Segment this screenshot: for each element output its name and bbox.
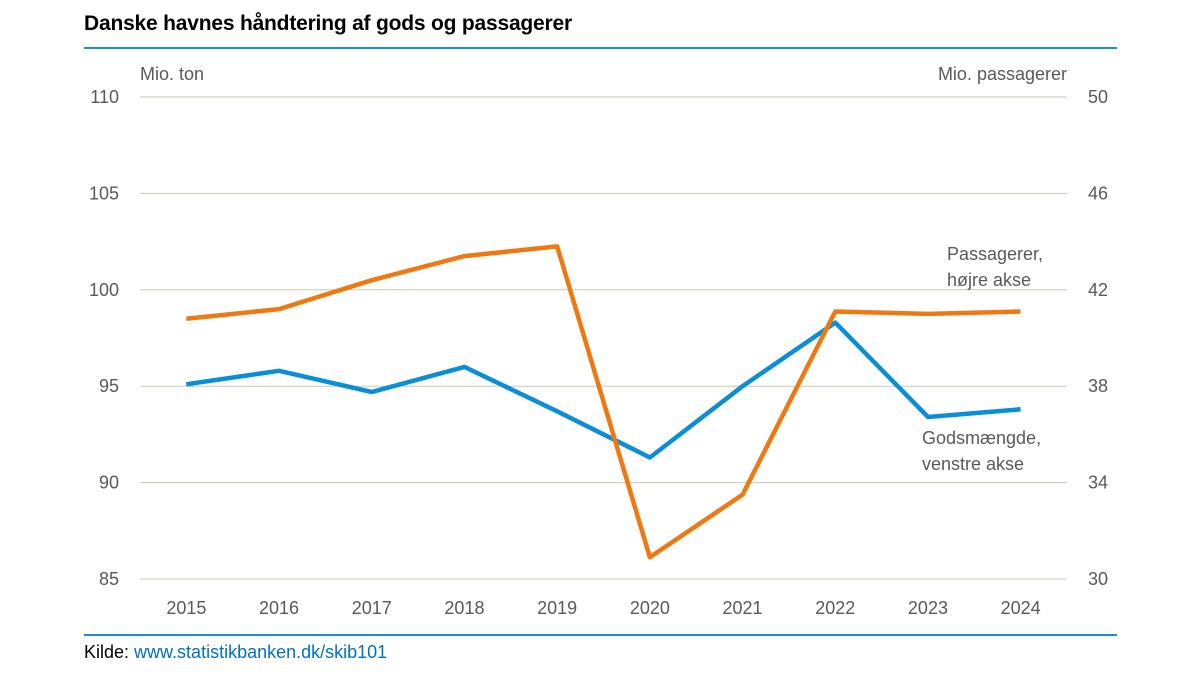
series-label-godsmaengde: venstre akse [922, 454, 1024, 474]
y-left-tick-label: 110 [90, 87, 119, 107]
x-tick-label: 2019 [537, 598, 577, 618]
footer-divider [84, 634, 1117, 636]
x-tick-label: 2023 [908, 598, 948, 618]
x-tick-label: 2017 [352, 598, 392, 618]
y-left-tick-label: 95 [99, 376, 119, 396]
source-line: Kilde: www.statistikbanken.dk/skib101 [84, 642, 387, 663]
x-tick-label: 2016 [259, 598, 299, 618]
source-link[interactable]: www.statistikbanken.dk/skib101 [134, 642, 388, 662]
chart-title: Danske havnes håndtering af gods og pass… [84, 12, 572, 35]
x-tick-label: 2022 [815, 598, 855, 618]
y-right-tick-label: 38 [1088, 376, 1108, 396]
series-line-passagerer [186, 244, 1021, 560]
series-label-godsmaengde: Godsmængde, [922, 428, 1041, 448]
y-right-tick-label: 42 [1088, 280, 1108, 300]
y-left-tick-label: 85 [99, 569, 119, 589]
y-right-tick-label: 34 [1088, 473, 1108, 493]
y-left-unit-label: Mio. ton [140, 64, 204, 84]
x-tick-label: 2024 [1001, 598, 1041, 618]
series-label-passagerer: Passagerer, [947, 244, 1043, 264]
y-right-tick-label: 30 [1088, 569, 1108, 589]
x-tick-label: 2020 [630, 598, 670, 618]
y-right-unit-label: Mio. passagerer [938, 64, 1067, 84]
series-label-passagerer: højre akse [947, 270, 1031, 290]
y-left-tick-label: 90 [99, 473, 119, 493]
y-left-tick-label: 105 [89, 183, 119, 203]
source-label: Kilde: [84, 642, 130, 662]
x-tick-label: 2015 [166, 598, 206, 618]
title-divider [84, 47, 1117, 49]
y-right-tick-label: 50 [1088, 87, 1108, 107]
x-tick-label: 2021 [723, 598, 763, 618]
y-right-tick-label: 46 [1088, 183, 1108, 203]
y-left-tick-label: 100 [89, 280, 119, 300]
series-line-godsmaengde [185, 320, 1021, 460]
x-tick-label: 2018 [444, 598, 484, 618]
